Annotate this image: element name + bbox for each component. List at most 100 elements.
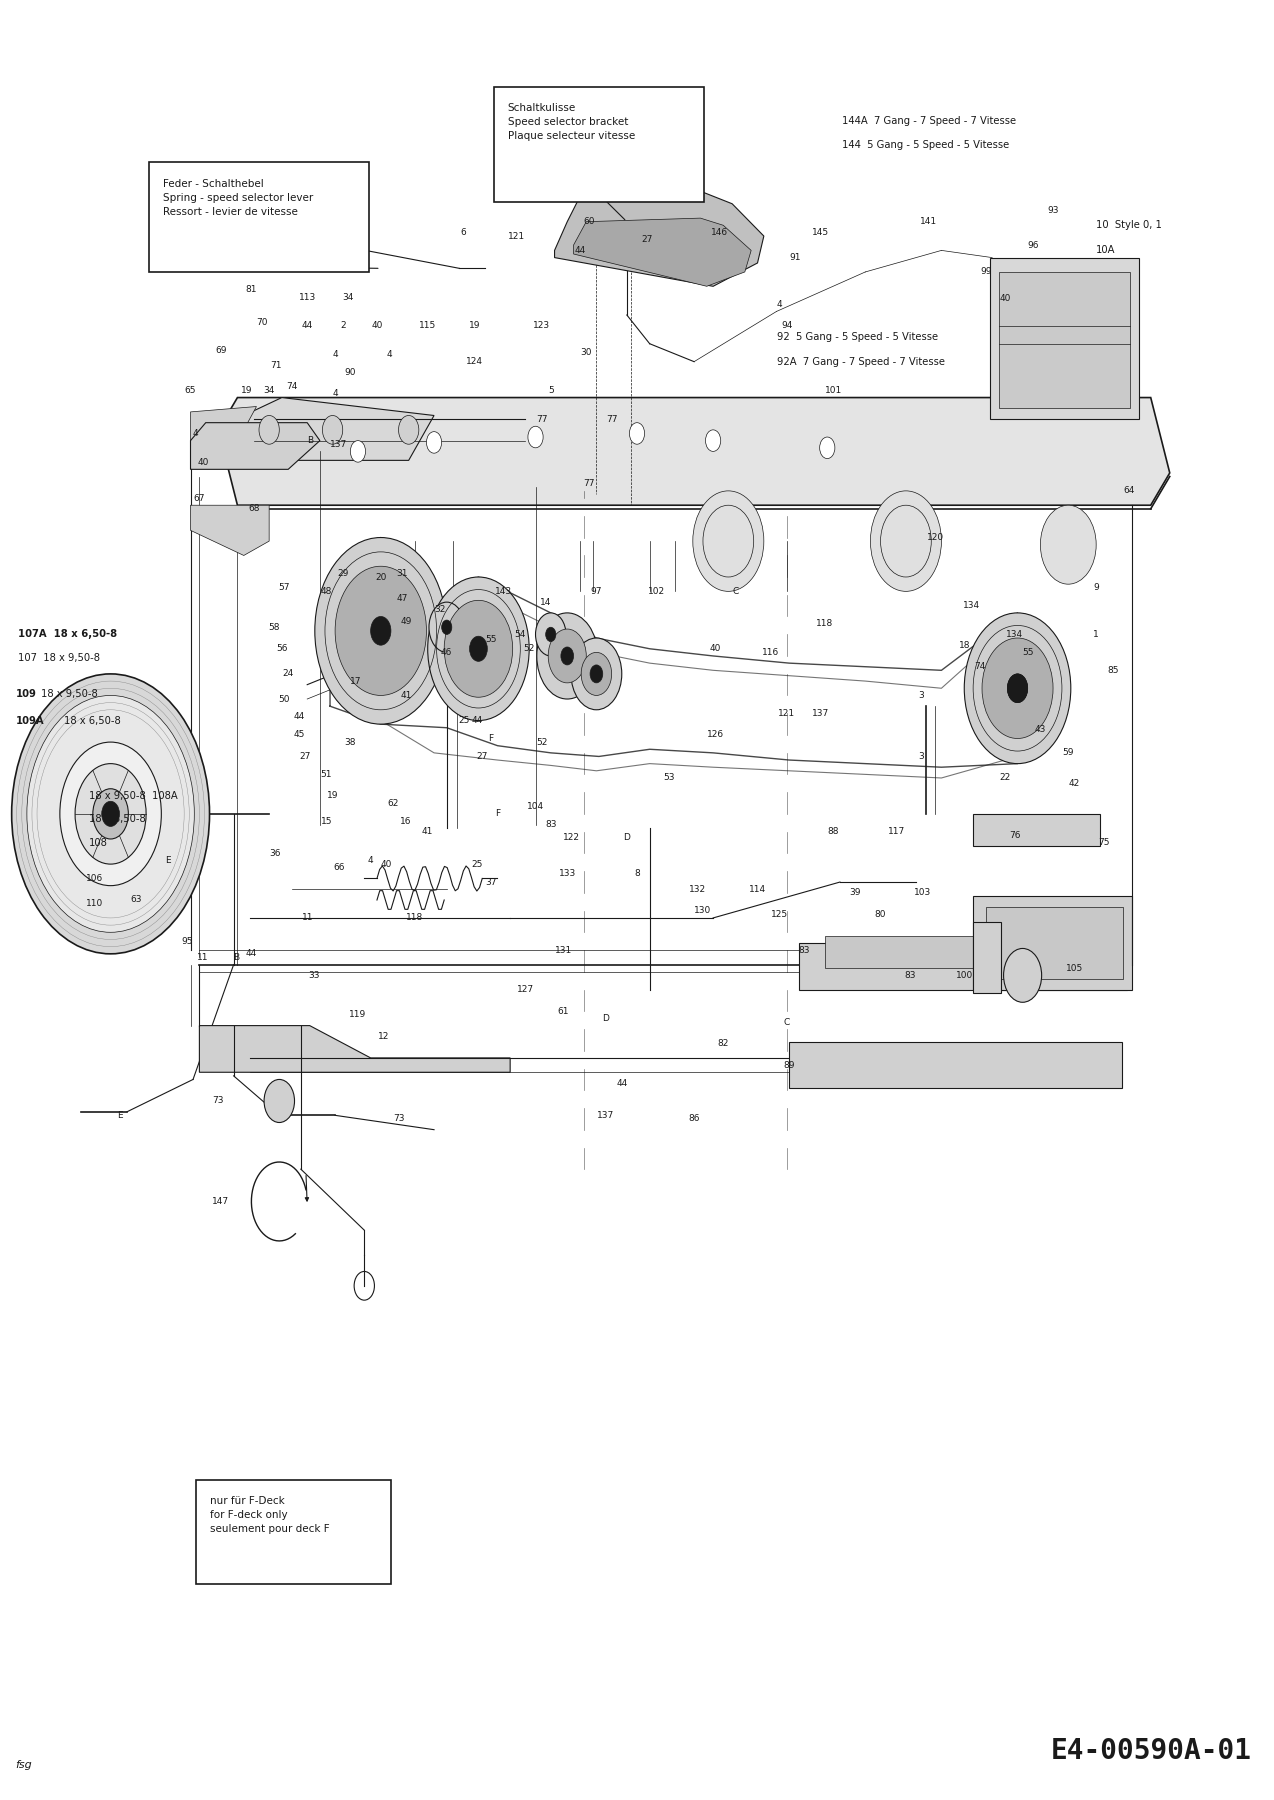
Text: 106: 106 <box>85 875 103 884</box>
Text: 19: 19 <box>241 385 252 394</box>
Text: 63: 63 <box>130 896 141 904</box>
Text: 77: 77 <box>606 414 618 423</box>
Circle shape <box>1004 949 1042 1003</box>
Circle shape <box>571 637 622 709</box>
Circle shape <box>60 742 162 886</box>
Text: 41: 41 <box>400 691 412 700</box>
Polygon shape <box>191 398 434 461</box>
Text: 59: 59 <box>1063 749 1074 758</box>
Circle shape <box>27 695 195 932</box>
Text: 44: 44 <box>575 247 586 256</box>
Circle shape <box>259 416 279 445</box>
Text: 41: 41 <box>422 828 433 837</box>
Text: 64: 64 <box>1124 486 1135 495</box>
Text: 22: 22 <box>999 774 1010 783</box>
Bar <box>824 936 1113 968</box>
Text: nur für F-Deck
for F-deck only
seulement pour deck F: nur für F-Deck for F-deck only seulement… <box>209 1496 329 1534</box>
Text: 40: 40 <box>197 457 209 466</box>
Text: 18 x 9,50-8  108A: 18 x 9,50-8 108A <box>89 790 178 801</box>
Text: 44: 44 <box>617 1078 627 1087</box>
Text: 33: 33 <box>308 970 320 979</box>
Text: 49: 49 <box>400 617 412 626</box>
Text: 36: 36 <box>270 850 282 859</box>
Polygon shape <box>554 191 764 286</box>
Circle shape <box>581 652 612 695</box>
Text: 123: 123 <box>534 320 550 329</box>
Text: 115: 115 <box>419 320 436 329</box>
Circle shape <box>442 619 452 634</box>
Text: 25: 25 <box>459 716 470 725</box>
Text: F: F <box>494 810 499 819</box>
Text: 62: 62 <box>387 799 399 808</box>
Text: 125: 125 <box>771 909 787 918</box>
Text: 118: 118 <box>817 619 833 628</box>
Text: 94: 94 <box>781 320 792 329</box>
Text: 104: 104 <box>527 803 544 812</box>
Text: 92A  7 Gang - 7 Speed - 7 Vitesse: 92A 7 Gang - 7 Speed - 7 Vitesse <box>777 356 944 367</box>
Text: 6: 6 <box>460 229 466 238</box>
Text: 16: 16 <box>400 817 412 826</box>
Text: 51: 51 <box>321 770 333 779</box>
Text: 119: 119 <box>349 1010 367 1019</box>
Text: 116: 116 <box>762 648 778 657</box>
Text: 144  5 Gang - 5 Speed - 5 Vitesse: 144 5 Gang - 5 Speed - 5 Vitesse <box>842 140 1010 149</box>
Text: 40: 40 <box>371 320 382 329</box>
Text: C: C <box>733 587 739 596</box>
Circle shape <box>335 567 427 695</box>
Text: 95: 95 <box>181 936 192 945</box>
Text: 97: 97 <box>591 587 603 596</box>
Text: 93: 93 <box>1047 207 1059 216</box>
Text: 44: 44 <box>294 713 306 722</box>
Text: 10A: 10A <box>1096 245 1116 256</box>
Circle shape <box>535 612 566 655</box>
Text: 10  Style 0, 1: 10 Style 0, 1 <box>1096 220 1162 230</box>
Text: 145: 145 <box>813 229 829 238</box>
Text: F: F <box>488 734 494 743</box>
Circle shape <box>371 616 391 644</box>
Text: 89: 89 <box>784 1060 795 1069</box>
Text: D: D <box>623 833 631 842</box>
Circle shape <box>706 430 721 452</box>
Text: E: E <box>164 857 171 866</box>
Bar <box>799 943 1126 990</box>
Text: 85: 85 <box>1107 666 1119 675</box>
Text: 57: 57 <box>279 583 290 592</box>
Circle shape <box>693 491 764 592</box>
Text: 102: 102 <box>647 587 665 596</box>
Text: B: B <box>307 436 313 445</box>
Circle shape <box>470 635 488 661</box>
Text: 40: 40 <box>710 644 721 653</box>
Bar <box>973 814 1099 846</box>
Text: 52: 52 <box>536 738 548 747</box>
Text: 70: 70 <box>256 317 268 326</box>
Text: 8: 8 <box>634 869 640 878</box>
Bar <box>990 257 1139 419</box>
Polygon shape <box>191 423 320 470</box>
Text: 3: 3 <box>919 691 924 700</box>
Polygon shape <box>573 218 752 286</box>
FancyBboxPatch shape <box>493 86 705 202</box>
Circle shape <box>429 603 465 652</box>
Text: 25: 25 <box>471 860 483 869</box>
Text: 9: 9 <box>1093 583 1099 592</box>
Bar <box>973 896 1131 990</box>
Polygon shape <box>191 407 256 441</box>
Text: 77: 77 <box>583 479 595 488</box>
Text: 107  18 x 9,50-8: 107 18 x 9,50-8 <box>18 653 99 662</box>
Circle shape <box>1041 506 1096 585</box>
Text: 82: 82 <box>717 1039 729 1048</box>
Circle shape <box>1008 673 1028 702</box>
Text: 15: 15 <box>321 817 333 826</box>
Text: 147: 147 <box>213 1197 229 1206</box>
Text: 5: 5 <box>548 385 554 394</box>
Text: 54: 54 <box>515 630 526 639</box>
Circle shape <box>322 416 343 445</box>
Text: 39: 39 <box>850 889 861 898</box>
Text: C: C <box>784 1017 790 1026</box>
Bar <box>986 907 1122 979</box>
Text: 121: 121 <box>778 709 795 718</box>
Text: 27: 27 <box>476 752 488 761</box>
Text: 11: 11 <box>302 913 313 922</box>
Text: 60: 60 <box>583 218 595 227</box>
Text: 38: 38 <box>344 738 355 747</box>
